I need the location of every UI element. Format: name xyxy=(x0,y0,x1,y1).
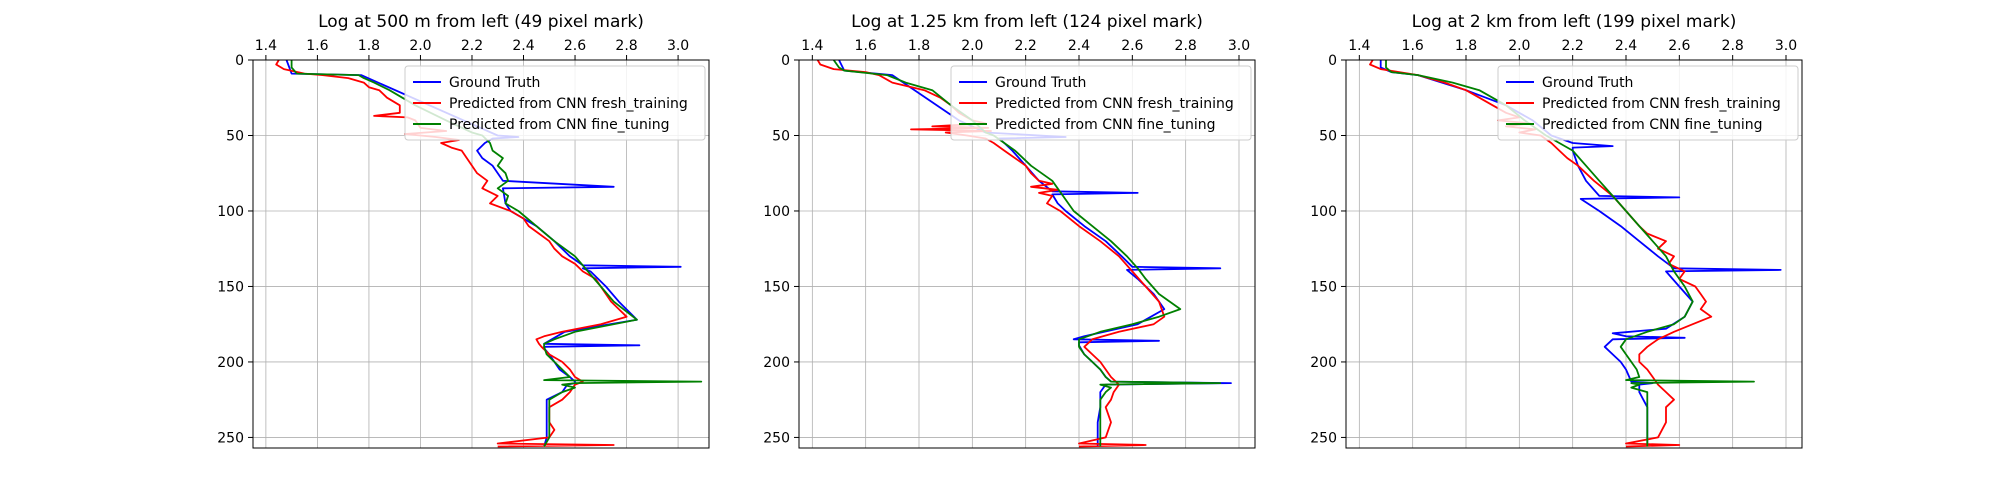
chart-panel-1: 1.4 1.6 1.8 2.0 2.2 2.4 2.6 2.8 3.0 0 50 100 150 200 2… xyxy=(217,12,710,449)
y-tick-label-0: 0 xyxy=(235,53,244,69)
legend-box xyxy=(1497,65,1799,141)
chart-title: Log at 1.25 km from left (124 pixel mark… xyxy=(851,12,1203,32)
series-line-2 xyxy=(275,60,628,448)
x-tick-label-0: 1.4 xyxy=(255,38,277,54)
x-tick-label-7: 2.8 xyxy=(1175,38,1197,54)
x-tick-label-8: 3.0 xyxy=(1775,38,1797,54)
y-tick-label-2: 100 xyxy=(763,204,790,220)
y-tick-label-3: 150 xyxy=(1310,279,1337,295)
legend-label-2: Predicted from CNN fresh_training xyxy=(1542,96,1781,112)
legend-label-1: Ground Truth xyxy=(1542,75,1633,91)
legend-label-1: Ground Truth xyxy=(995,75,1086,91)
x-tick-label-6: 2.6 xyxy=(1668,38,1690,54)
y-tick-label-5: 250 xyxy=(1310,430,1337,446)
x-tick-label-0: 1.4 xyxy=(801,38,823,54)
x-tick-label-1: 1.6 xyxy=(855,38,877,54)
x-tick-label-7: 2.8 xyxy=(1722,38,1744,54)
x-tick-label-2: 1.8 xyxy=(1455,38,1477,54)
y-tick-label-2: 100 xyxy=(217,204,244,220)
x-tick-label-3: 2.0 xyxy=(1508,38,1530,54)
x-tick-label-5: 2.4 xyxy=(1068,38,1090,54)
plot-frame xyxy=(252,59,710,449)
x-tick-label-2: 1.8 xyxy=(358,38,380,54)
y-tick-label-4: 200 xyxy=(1310,355,1337,371)
legend-label-1: Ground Truth xyxy=(449,75,540,91)
x-tick-label-4: 2.2 xyxy=(1015,38,1037,54)
plot-frame xyxy=(798,59,1256,449)
legend-label-2: Predicted from CNN fresh_training xyxy=(449,96,688,112)
x-tick-label-1: 1.6 xyxy=(1402,38,1424,54)
chart-title: Log at 500 m from left (49 pixel mark) xyxy=(318,12,644,32)
legend-label-3: Predicted from CNN fine_tuning xyxy=(995,117,1216,133)
legend-label-3: Predicted from CNN fine_tuning xyxy=(1542,117,1763,133)
legend: Ground Truth Predicted from CNN fresh_tra… xyxy=(950,65,1252,141)
chart-panel-2: 1.4 1.6 1.8 2.0 2.2 2.4 2.6 2.8 3.0 0 50 100 150 200 2… xyxy=(763,12,1256,449)
legend: Ground Truth Predicted from CNN fresh_tra… xyxy=(404,65,706,141)
legend-label-2: Predicted from CNN fresh_training xyxy=(995,96,1234,112)
legend-label-3: Predicted from CNN fine_tuning xyxy=(449,117,670,133)
y-tick-label-1: 50 xyxy=(1319,128,1337,144)
y-tick-label-0: 0 xyxy=(781,53,790,69)
y-tick-label-5: 250 xyxy=(763,430,790,446)
x-tick-label-5: 2.4 xyxy=(1615,38,1637,54)
x-tick-label-3: 2.0 xyxy=(409,38,431,54)
x-tick-label-6: 2.6 xyxy=(564,38,586,54)
legend: Ground Truth Predicted from CNN fresh_tra… xyxy=(1497,65,1799,141)
x-tick-label-4: 2.2 xyxy=(1562,38,1584,54)
y-tick-label-2: 100 xyxy=(1310,204,1337,220)
x-tick-label-2: 1.8 xyxy=(908,38,930,54)
legend-box xyxy=(404,65,706,141)
x-tick-label-7: 2.8 xyxy=(615,38,637,54)
x-tick-label-8: 3.0 xyxy=(1228,38,1250,54)
y-tick-label-1: 50 xyxy=(772,128,790,144)
chart-panel-3: 1.4 1.6 1.8 2.0 2.2 2.4 2.6 2.8 3.0 0 50 100 150 200 2… xyxy=(1310,12,1803,449)
x-tick-label-8: 3.0 xyxy=(667,38,689,54)
y-tick-label-1: 50 xyxy=(226,128,244,144)
y-tick-label-4: 200 xyxy=(763,355,790,371)
y-tick-label-3: 150 xyxy=(217,279,244,295)
x-tick-label-5: 2.4 xyxy=(512,38,534,54)
y-tick-label-3: 150 xyxy=(763,279,790,295)
x-tick-label-0: 1.4 xyxy=(1348,38,1370,54)
x-tick-label-6: 2.6 xyxy=(1121,38,1143,54)
x-tick-label-1: 1.6 xyxy=(306,38,328,54)
y-tick-label-5: 250 xyxy=(217,430,244,446)
chart-title: Log at 2 km from left (199 pixel mark) xyxy=(1412,12,1737,32)
plot-frame xyxy=(1345,59,1803,449)
x-tick-label-4: 2.2 xyxy=(461,38,483,54)
x-tick-label-3: 2.0 xyxy=(961,38,983,54)
y-tick-label-4: 200 xyxy=(217,355,244,371)
legend-box xyxy=(950,65,1252,141)
y-tick-label-0: 0 xyxy=(1328,53,1337,69)
